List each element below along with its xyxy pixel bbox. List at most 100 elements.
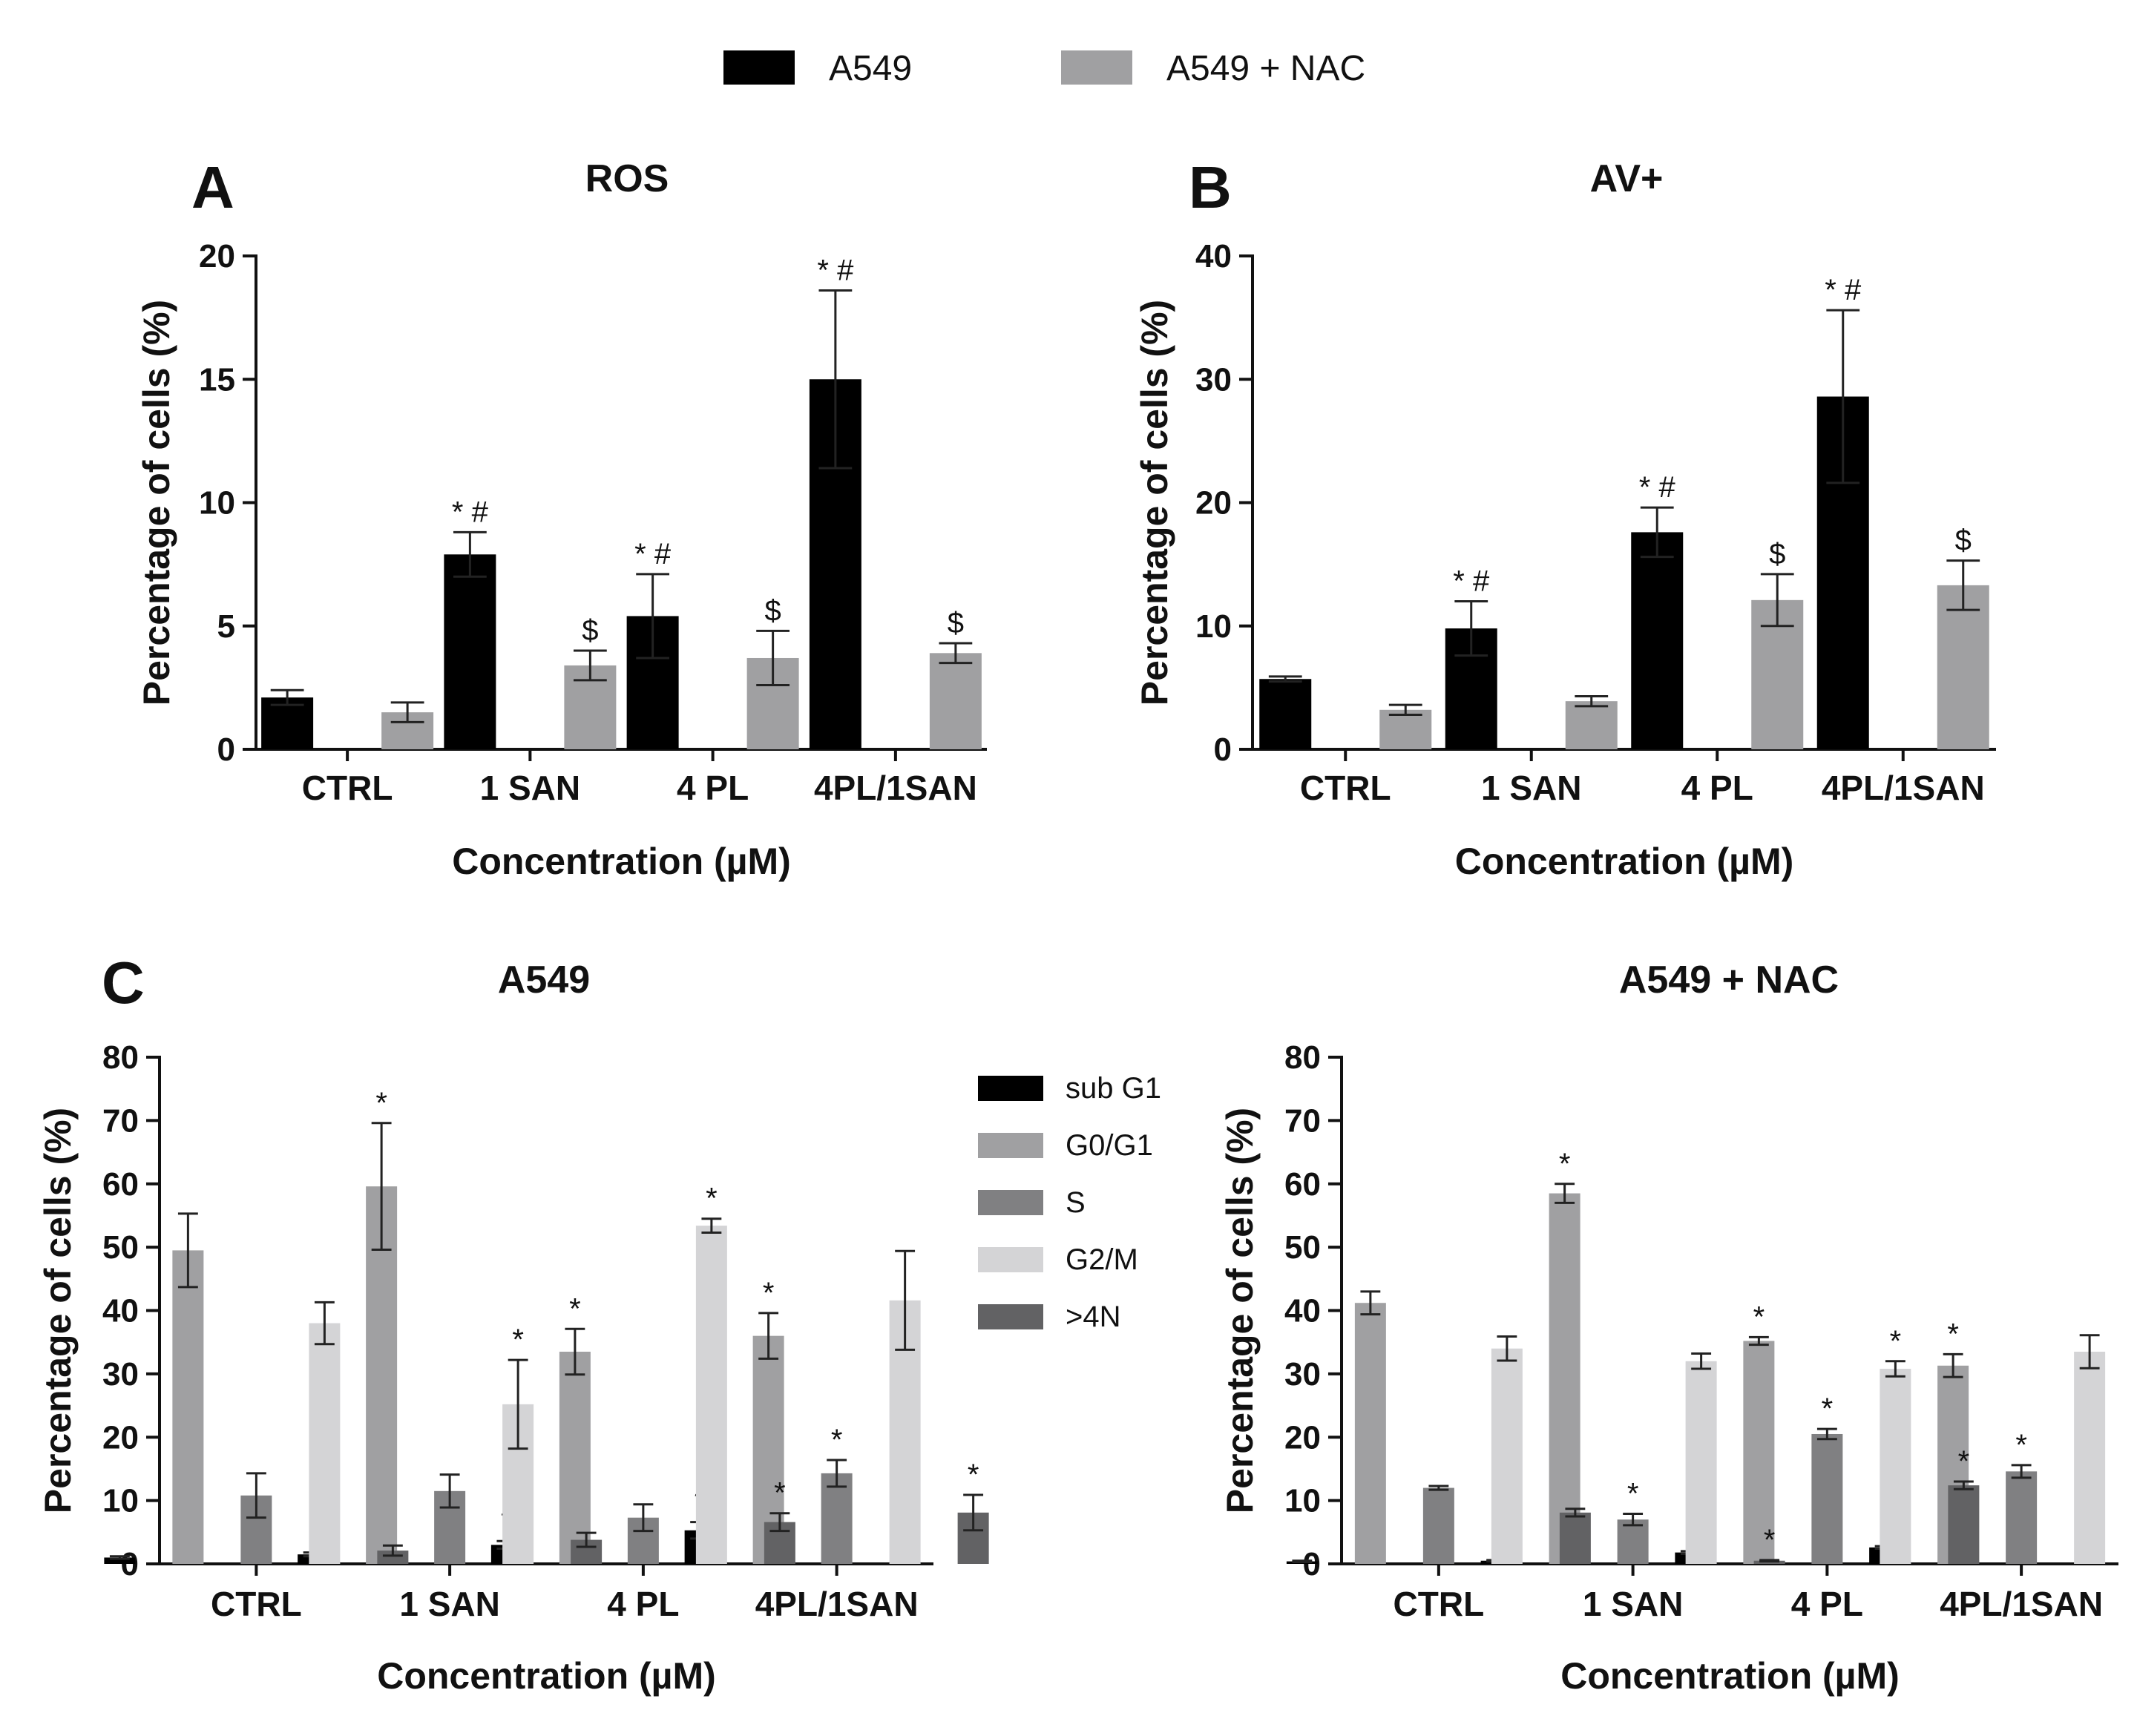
significance-label: *	[2015, 1429, 2027, 1462]
chart-av: AV+ 0 10 20 30 40 Percentage of cells (%) Conce…	[1134, 157, 1996, 882]
x-axis-label: Concentration (µM)	[1455, 841, 1794, 882]
bar-g0-g1-4-pl	[1743, 1341, 1775, 1564]
legend-label-g0g1: G0/G1	[1066, 1129, 1153, 1162]
y-tick-label: 50	[1284, 1229, 1321, 1266]
chart-cycle-a549: A549 0 10 20 30 40 50 60 70 80 Percentage of cells…	[37, 959, 989, 1697]
significance-label: * #	[1825, 274, 1862, 306]
y-tick-label: 70	[102, 1102, 139, 1139]
significance-label: *	[1822, 1393, 1834, 1425]
legend-swatch-subg1	[978, 1076, 1043, 1101]
y-tick-label: 20	[1284, 1419, 1321, 1456]
significance-label: $	[1769, 538, 1785, 571]
y-tick-label: 10	[102, 1483, 139, 1519]
bar-a549-1-san	[444, 554, 496, 749]
bar-s-4-pl	[1811, 1433, 1843, 1564]
y-tick-label: 20	[1195, 485, 1232, 522]
bar-g2-m-1-san	[1685, 1361, 1717, 1564]
legend-swatch-g2m	[978, 1247, 1043, 1272]
legend-swatch-a549	[723, 50, 795, 85]
significance-label: *	[1947, 1318, 1959, 1350]
legend-swatch-s	[978, 1190, 1043, 1215]
y-tick-label: 30	[1195, 361, 1232, 398]
y-tick-label: 0	[1303, 1546, 1321, 1582]
bar-s-4pl-1san	[821, 1473, 853, 1564]
legend-swatch-a549-nac	[1061, 50, 1132, 85]
legend-label-a549: A549	[829, 49, 912, 88]
significance-label: *	[831, 1424, 843, 1456]
legend-label-subg1: sub G1	[1066, 1072, 1161, 1105]
y-axis-label: Percentage of cells (%)	[136, 300, 177, 706]
x-tick-label: 4PL/1SAN	[1940, 1585, 2103, 1623]
bar-g0-g1-4-pl	[559, 1351, 591, 1564]
legend-label-g2m: G2/M	[1066, 1243, 1138, 1276]
y-tick-label: 60	[1284, 1166, 1321, 1203]
significance-label: $	[948, 607, 964, 640]
bar-a549-nac-4pl-1san	[929, 653, 982, 749]
y-tick-label: 15	[199, 361, 235, 398]
y-tick-label: 0	[217, 731, 235, 768]
significance-label: * #	[1453, 565, 1490, 598]
significance-label: * #	[452, 496, 489, 528]
significance-label: *	[569, 1292, 581, 1325]
significance-label: *	[1627, 1478, 1639, 1510]
legend-label-4n: >4N	[1066, 1301, 1121, 1333]
bar-g2-m-4pl-1san	[2074, 1351, 2106, 1564]
x-tick-label: 4PL/1SAN	[1822, 769, 1985, 807]
x-tick-label: CTRL	[1394, 1585, 1485, 1623]
y-tick-label: 40	[1284, 1293, 1321, 1329]
significance-label: $	[765, 594, 781, 627]
bar-g2-m-ctrl	[309, 1323, 341, 1564]
significance-label: *	[968, 1459, 979, 1491]
x-tick-label: 4 PL	[1791, 1585, 1863, 1623]
panel-letter-c: C	[102, 950, 145, 1016]
y-tick-label: 40	[102, 1293, 139, 1329]
y-axis-label: Percentage of cells (%)	[1219, 1108, 1261, 1513]
significance-label: *	[706, 1183, 718, 1215]
chart-title: A549 + NAC	[1619, 959, 1839, 1002]
y-tick-label: 0	[1214, 731, 1232, 768]
x-tick-label: 1 SAN	[480, 769, 580, 807]
chart-ros: ROS 0 5 10 15 20 Percentage of cells (%) Concen…	[136, 157, 987, 882]
y-tick-label: 40	[1195, 238, 1232, 274]
chart-title: AV+	[1590, 157, 1664, 200]
bar-g2-m-4-pl	[695, 1226, 727, 1564]
panel-letter-b: B	[1189, 154, 1232, 220]
bar-s-ctrl	[1422, 1487, 1454, 1564]
x-axis-label: Concentration (µM)	[452, 841, 791, 882]
bar-a549-nac-1-san	[1565, 701, 1618, 749]
x-tick-label: CTRL	[1300, 769, 1391, 807]
chart-title: ROS	[585, 157, 669, 200]
bar-a549-4-pl	[1631, 532, 1684, 749]
significance-label: *	[1753, 1301, 1765, 1333]
significance-label: * #	[817, 254, 854, 287]
significance-label: * #	[1639, 471, 1676, 504]
bar-g2-m-4-pl	[1880, 1369, 1911, 1564]
significance-label: *	[774, 1477, 786, 1510]
bar-g2-m-ctrl	[1491, 1348, 1523, 1564]
bar-4n-4-pl	[1948, 1485, 1980, 1564]
y-axis-label: Percentage of cells (%)	[1134, 300, 1175, 706]
x-tick-label: 1 SAN	[1583, 1585, 1683, 1623]
x-tick-label: 1 SAN	[1481, 769, 1581, 807]
bar-s-1-san	[1617, 1519, 1649, 1564]
x-tick-label: 4PL/1SAN	[814, 769, 977, 807]
legend-label-s: S	[1066, 1186, 1086, 1219]
legend-swatch-4n	[978, 1304, 1043, 1329]
y-tick-label: 10	[199, 485, 235, 522]
chart-title: A549	[498, 959, 590, 1002]
chart-cycle-a549-nac: A549 + NAC 0 10 20 30 40 50 60 70 80 Percentage of…	[1219, 959, 2118, 1697]
y-axis-label: Percentage of cells (%)	[37, 1108, 79, 1513]
bar-g0-g1-ctrl	[1354, 1303, 1386, 1564]
top-legend: A549 A549 + NAC	[723, 49, 1365, 88]
bar-g0-g1-ctrl	[172, 1250, 204, 1564]
y-tick-label: 10	[1284, 1483, 1321, 1519]
y-tick-label: 10	[1195, 608, 1232, 645]
bar-4n-ctrl	[1559, 1512, 1591, 1564]
legend-label-a549-nac: A549 + NAC	[1166, 49, 1365, 88]
significance-label: *	[375, 1087, 387, 1119]
bar-a549-ctrl	[261, 697, 314, 749]
y-tick-label: 50	[102, 1229, 139, 1266]
x-tick-label: CTRL	[211, 1585, 302, 1623]
bar-a549-nac-ctrl	[1379, 709, 1432, 749]
